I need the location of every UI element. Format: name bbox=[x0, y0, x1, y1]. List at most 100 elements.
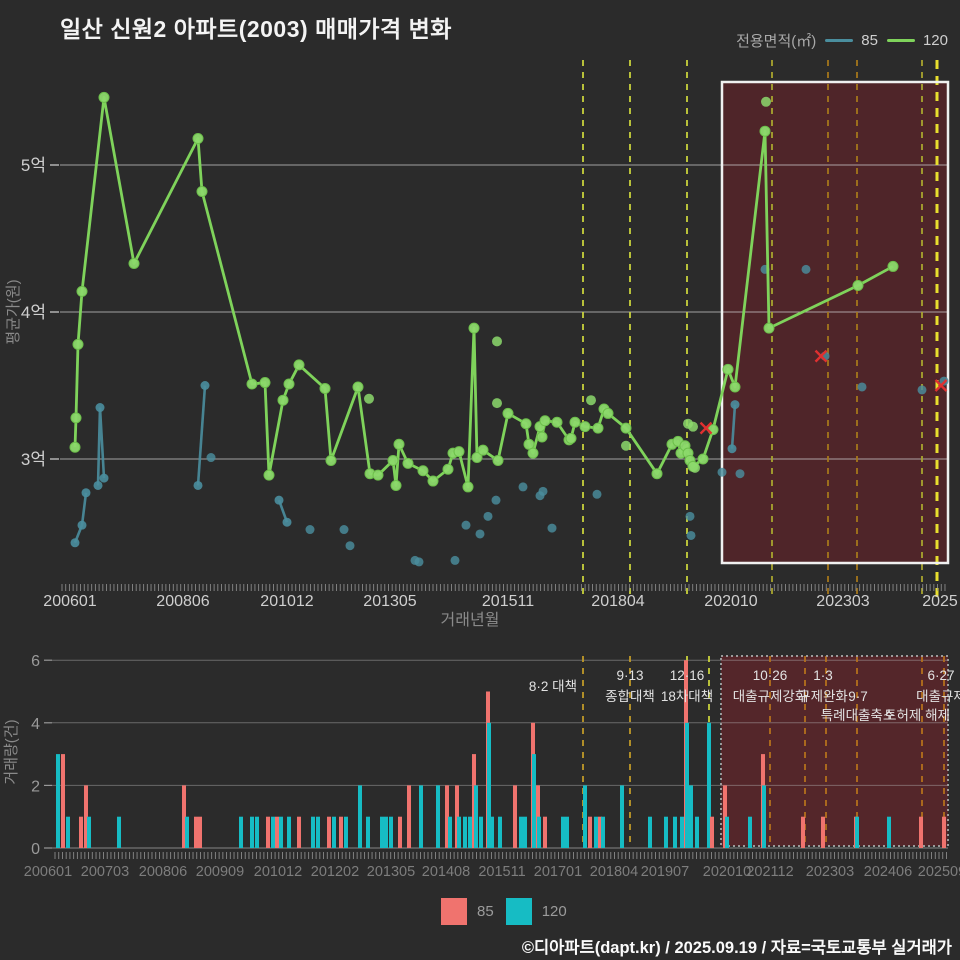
legend-item-120[interactable]: 120 bbox=[886, 32, 948, 49]
data-point-85 bbox=[200, 381, 210, 390]
axis-text: 4억 bbox=[21, 303, 46, 322]
volume-bar-85 bbox=[398, 816, 402, 848]
axis-text: 3억 bbox=[21, 450, 46, 469]
volume-bar-85 bbox=[297, 816, 301, 848]
bar-swatch-85-icon bbox=[441, 898, 467, 925]
data-point-120 bbox=[621, 440, 631, 451]
volume-bar-120 bbox=[519, 816, 523, 848]
legend-120-label: 120 bbox=[922, 32, 948, 49]
axis-text: 201012 bbox=[260, 593, 313, 610]
policy-annotation-label: 12·16 bbox=[670, 668, 705, 683]
highlight-region-border bbox=[720, 80, 950, 565]
price-x-axis: 200601 200806 201012 201305 201511 201804 2020… bbox=[43, 584, 958, 629]
volume-bar-120 bbox=[358, 785, 362, 848]
data-point-120 bbox=[602, 407, 614, 419]
data-point-120 bbox=[390, 479, 402, 491]
axis-text: 201804 bbox=[591, 593, 644, 610]
axis-text: 0 bbox=[31, 841, 40, 858]
volume-bar-120 bbox=[448, 816, 452, 848]
volume-bar-120 bbox=[620, 785, 624, 848]
data-point-120 bbox=[468, 322, 480, 334]
line-swatch-120-icon bbox=[886, 39, 915, 42]
volume-bar-120 bbox=[725, 816, 729, 848]
data-point-85 bbox=[592, 489, 602, 499]
data-point-85 bbox=[685, 511, 695, 521]
data-point-85 bbox=[282, 517, 292, 527]
axis-text: 201511 bbox=[482, 593, 534, 610]
volume-bar-85 bbox=[327, 816, 331, 848]
volume-legend-120-label: 120 bbox=[541, 903, 567, 920]
data-point-120 bbox=[283, 378, 295, 390]
axis-text: 2 bbox=[31, 778, 40, 795]
data-point-85 bbox=[99, 473, 109, 483]
highlight-region-border bbox=[720, 655, 949, 847]
volume-bar-120 bbox=[457, 816, 461, 848]
data-point-85 bbox=[77, 520, 87, 530]
data-point-85 bbox=[917, 385, 927, 395]
data-point-120 bbox=[70, 412, 82, 424]
volume-bar-120 bbox=[498, 816, 502, 848]
cancelled-deal-marks bbox=[699, 349, 948, 435]
volume-bar-120 bbox=[487, 722, 491, 848]
data-point-120 bbox=[192, 133, 204, 145]
data-point-85 bbox=[414, 557, 424, 567]
data-point-85 bbox=[81, 488, 91, 498]
axis-text: 200601 bbox=[24, 864, 72, 880]
volume-bar-120 bbox=[689, 785, 693, 848]
red-x-icon bbox=[814, 349, 828, 363]
volume-bar-120 bbox=[537, 816, 541, 848]
data-point-120 bbox=[72, 338, 84, 350]
volume-bar-120 bbox=[532, 754, 536, 848]
axis-text: 202509 bbox=[918, 864, 960, 880]
data-point-85 bbox=[801, 264, 811, 274]
legend-item-85[interactable]: 85 bbox=[825, 32, 878, 49]
axis-text: 200806 bbox=[156, 593, 209, 610]
volume-bar-120 bbox=[673, 816, 677, 848]
data-point-85 bbox=[206, 453, 216, 463]
policy-annotation-label: 특례대출축소 bbox=[821, 708, 896, 723]
axis-text: 4 bbox=[31, 716, 40, 733]
axis-text: 201701 bbox=[534, 864, 582, 880]
volume-bar-85 bbox=[588, 816, 592, 848]
data-point-120 bbox=[690, 462, 700, 473]
data-point-120 bbox=[364, 393, 374, 404]
volume-bar-120 bbox=[389, 816, 393, 848]
data-point-120 bbox=[259, 377, 271, 389]
volume-bar-85 bbox=[339, 816, 343, 848]
volume-bar-85 bbox=[84, 785, 88, 848]
volume-legend-item-85[interactable]: 85 bbox=[441, 898, 494, 925]
data-point-85 bbox=[339, 525, 349, 535]
volume-bar-85 bbox=[182, 785, 186, 848]
data-point-120 bbox=[372, 469, 384, 481]
axis-text: 201202 bbox=[311, 864, 359, 880]
volume-bar-85 bbox=[919, 816, 923, 848]
price-line-85 bbox=[73, 492, 88, 544]
volume-chart: 0 2 4 6 거래량(건) bbox=[3, 653, 949, 858]
price-series-120 bbox=[69, 91, 899, 493]
volume-bar-120 bbox=[523, 816, 527, 848]
data-point-120 bbox=[417, 465, 429, 477]
data-point-85 bbox=[450, 555, 460, 565]
data-point-85 bbox=[274, 495, 284, 505]
volume-legend-item-120[interactable]: 120 bbox=[505, 898, 567, 925]
policy-annotation-label: 1·3 bbox=[813, 668, 833, 683]
volume-bar-120 bbox=[436, 785, 440, 848]
data-point-120 bbox=[502, 407, 514, 419]
data-point-120 bbox=[539, 415, 551, 427]
data-point-85 bbox=[305, 525, 315, 535]
volume-bar-120 bbox=[762, 785, 766, 848]
axis-text: 202303 bbox=[806, 864, 854, 880]
data-point-120 bbox=[565, 432, 577, 444]
data-point-120 bbox=[492, 336, 502, 347]
volume-bar-85 bbox=[801, 816, 805, 848]
data-point-120 bbox=[492, 398, 502, 409]
axis-text: 202010 bbox=[703, 864, 751, 880]
volume-bar-120 bbox=[366, 816, 370, 848]
policy-annotation-label: 6·27 bbox=[927, 668, 954, 683]
axis-text: 202010 bbox=[704, 593, 757, 610]
data-point-85 bbox=[857, 382, 867, 392]
axis-text: 200703 bbox=[81, 864, 129, 880]
data-point-120 bbox=[620, 422, 632, 434]
data-point-85 bbox=[93, 480, 103, 490]
